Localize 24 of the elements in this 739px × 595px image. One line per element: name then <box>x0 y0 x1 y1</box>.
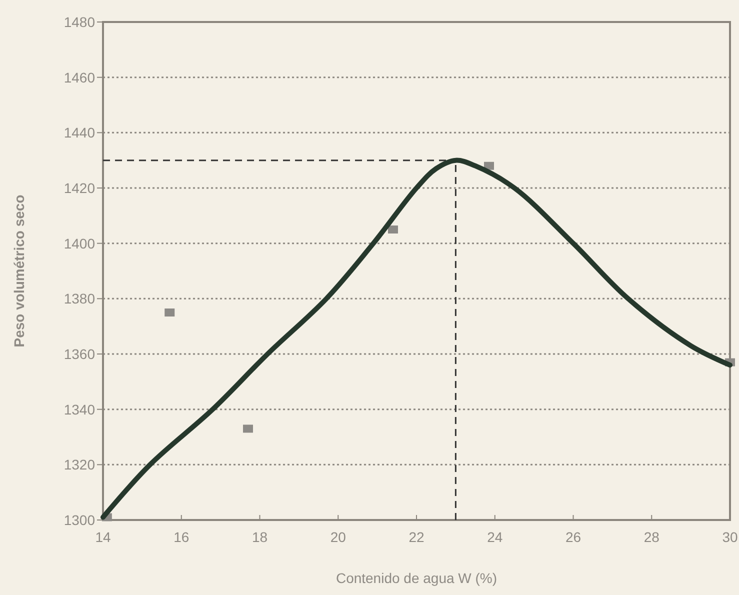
point <box>388 226 398 234</box>
x-tick-label: 18 <box>252 529 268 545</box>
x-tick-label: 28 <box>644 529 660 545</box>
point <box>164 308 175 316</box>
y-axis-title: Peso volumétrico seco <box>11 194 27 348</box>
y-tick-label: 1340 <box>64 401 96 418</box>
x-tick-label: 16 <box>174 529 190 545</box>
y-tick-label: 1480 <box>64 14 96 30</box>
y-tick-label: 1360 <box>64 346 96 362</box>
y-tick-label: 1400 <box>64 235 96 252</box>
y-tick-label: 1420 <box>64 180 96 196</box>
x-tick-label: 20 <box>330 529 346 545</box>
y-tick-label: 1440 <box>64 124 96 141</box>
x-axis-title: Contenido de agua W (%) <box>336 570 498 586</box>
y-tick-label: 1460 <box>64 69 96 86</box>
x-tick-label: 14 <box>95 529 111 545</box>
x-tick-label: 24 <box>487 529 503 545</box>
y-tick-label: 1320 <box>64 456 96 473</box>
x-tick-label: 26 <box>565 529 582 545</box>
x-tick-label: 30 <box>722 529 738 545</box>
x-tick-label: 22 <box>408 529 424 545</box>
point <box>242 424 253 433</box>
y-tick-label: 1380 <box>64 290 96 307</box>
y-tick-label: 1300 <box>64 512 96 528</box>
